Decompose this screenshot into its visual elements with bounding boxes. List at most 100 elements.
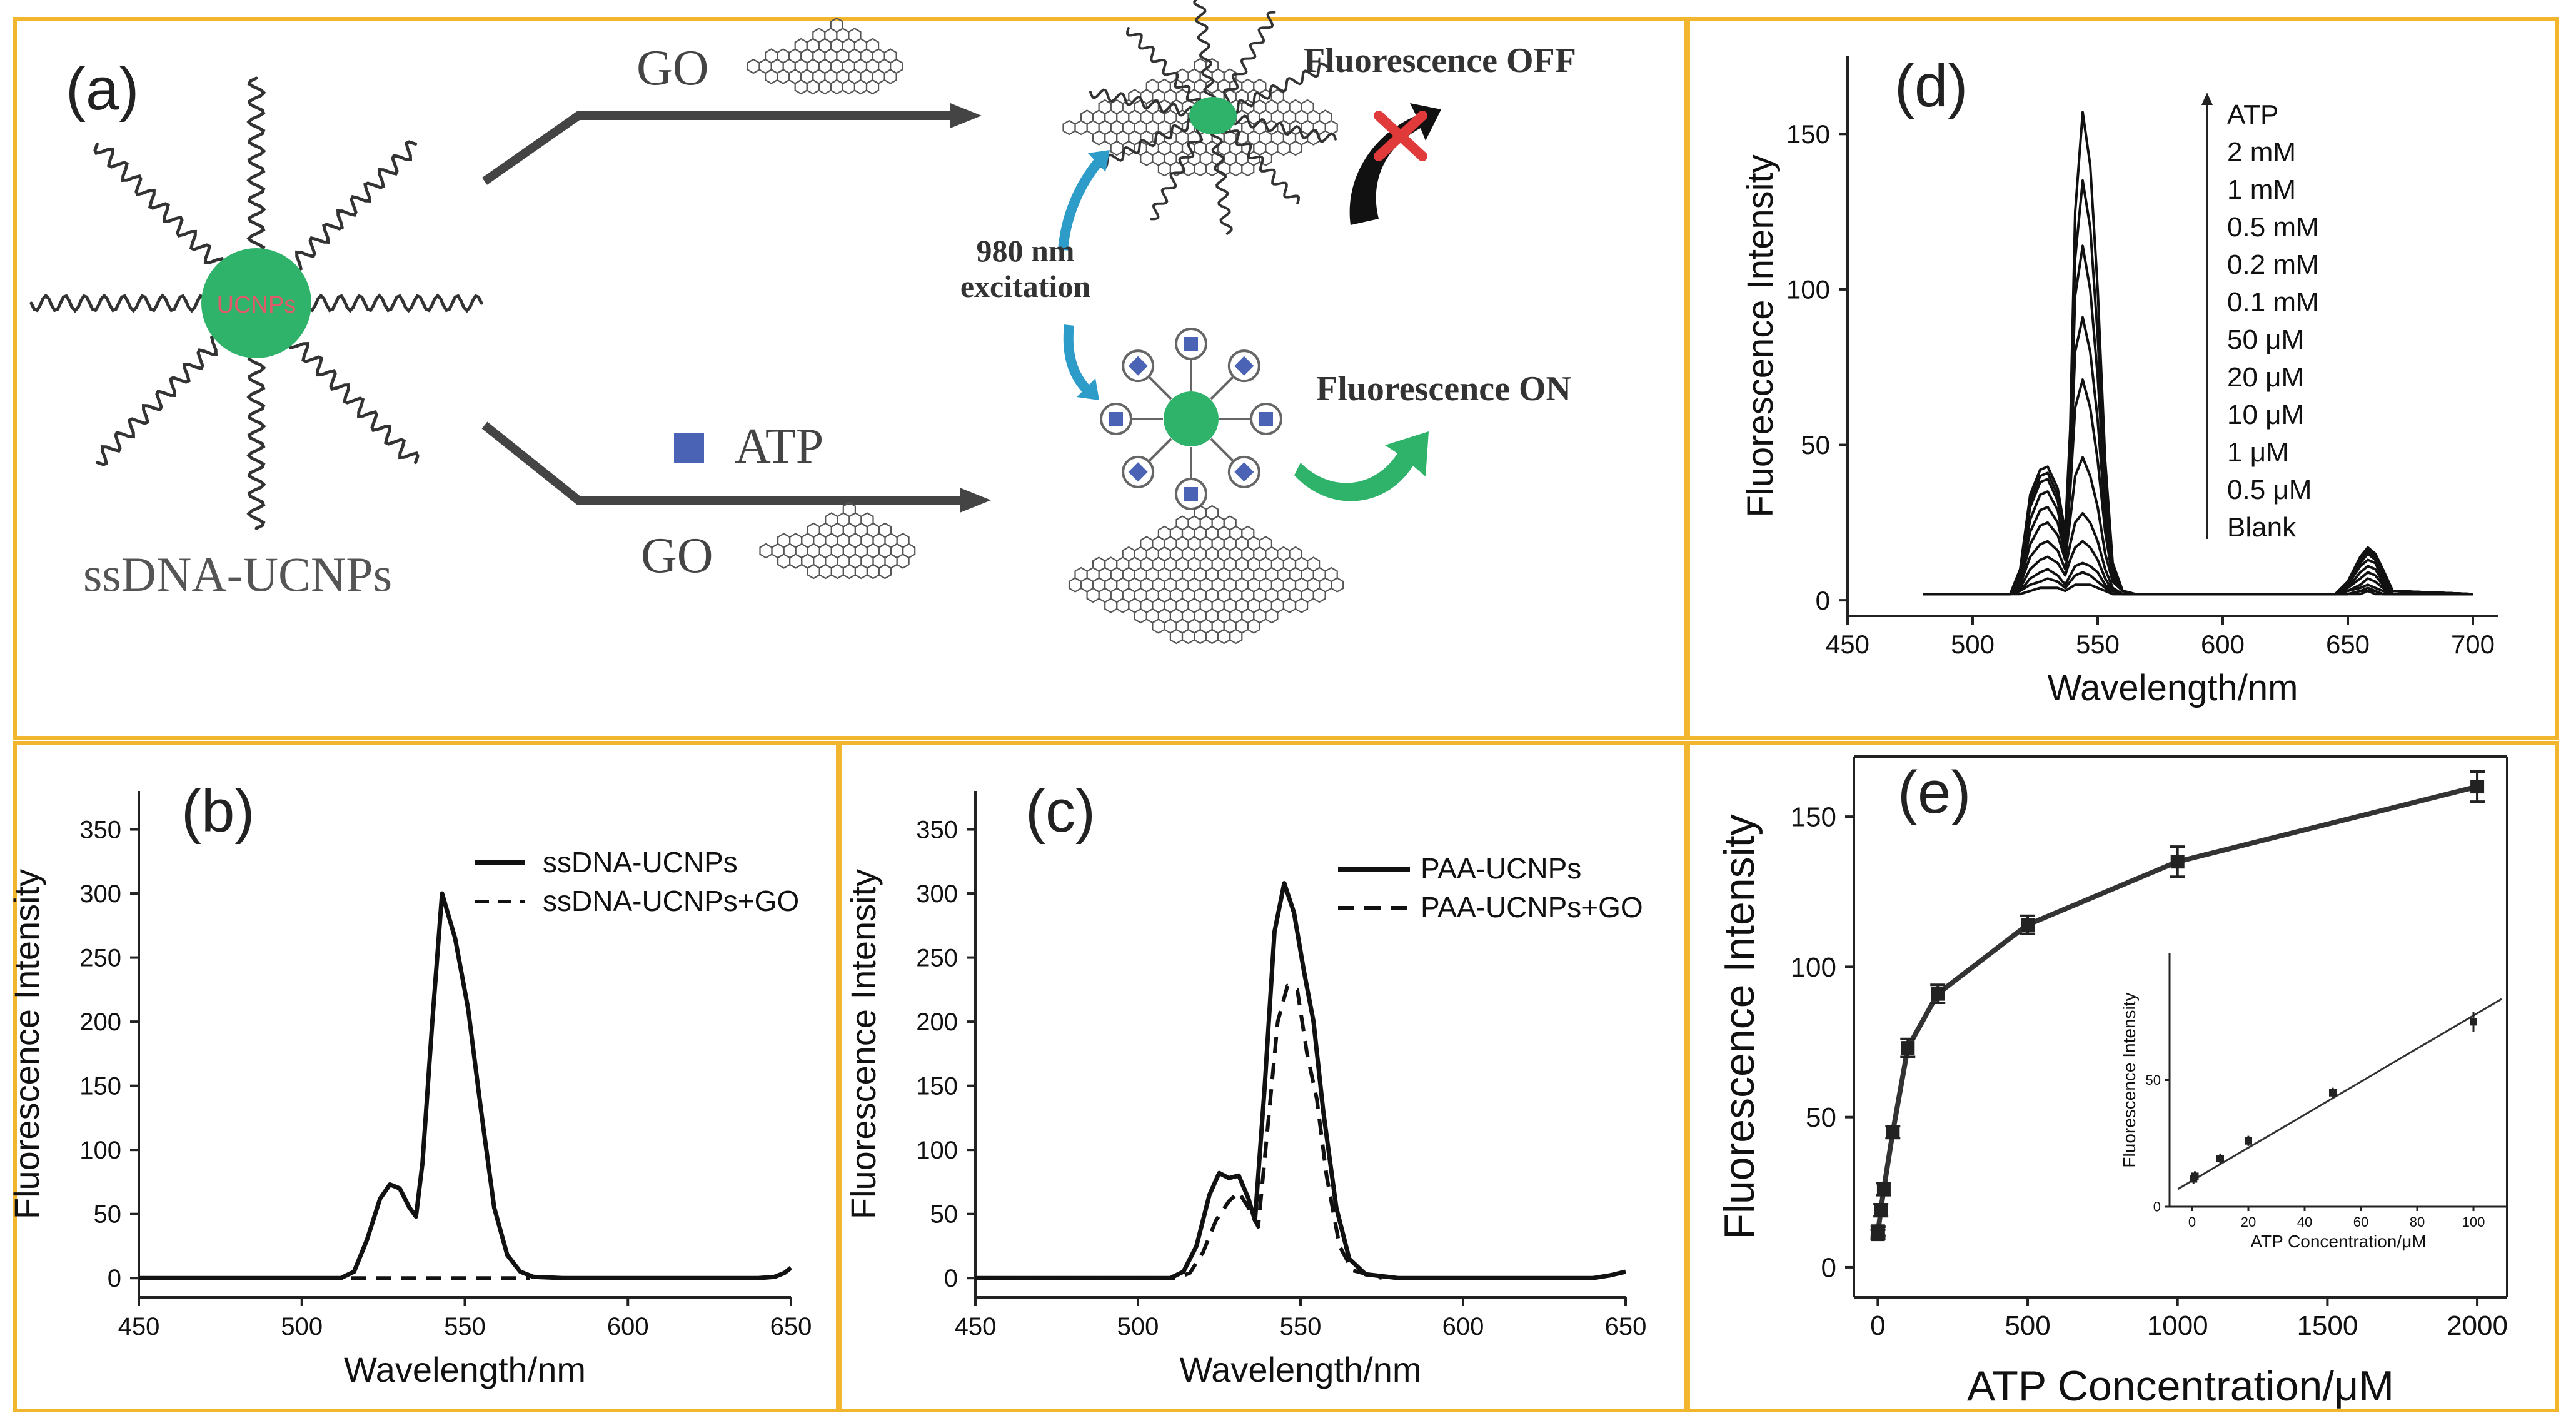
y-tick-label: 350: [79, 817, 121, 844]
inset-fit-line: [2177, 998, 2502, 1190]
wrapped-strand: [1125, 27, 1203, 108]
y-tick-label: 150: [79, 1073, 121, 1100]
legend-b-entry-1: ssDNA-UCNPs: [543, 846, 738, 878]
x-tick-label: 600: [607, 1313, 649, 1340]
go-free-hex: [1247, 618, 1260, 634]
atp-bound-icon: [1109, 412, 1123, 426]
y-axis-label: Fluorescence Intensity: [7, 869, 46, 1219]
y-tick-label: 300: [79, 880, 121, 908]
y-tick-label: 150: [1791, 802, 1836, 833]
ssdna-strand: [246, 351, 266, 530]
data-point: [1871, 1224, 1885, 1239]
go-top-hex: [883, 69, 897, 84]
inset-data-point: [2191, 1172, 2199, 1180]
x-tick-label: 2000: [2447, 1310, 2508, 1341]
excitation-label-line2: excitation: [960, 269, 1090, 304]
panel-e-label: (e): [1898, 759, 1971, 826]
inset-data-point: [2245, 1137, 2252, 1145]
x-tick-label: 40: [2297, 1214, 2312, 1230]
x-tick-label: 650: [1605, 1313, 1647, 1340]
y-tick-label: 200: [79, 1008, 121, 1036]
panel-c-label: (c): [1025, 778, 1095, 845]
x-tick-label: 550: [1280, 1313, 1322, 1340]
fluorescence-off-label: Fluorescence OFF: [1304, 41, 1576, 80]
wrapped-strand: [1230, 114, 1337, 143]
atp-bound-icon: [1234, 462, 1254, 482]
go-free-hex: [1294, 598, 1309, 613]
frame-panel-e: [1686, 741, 2559, 1412]
atp-bound-icon: [1259, 412, 1273, 426]
y-axis-label: Fluorescence Intensity: [1740, 154, 1781, 517]
legend-d-entry: Blank: [2227, 512, 2297, 543]
go-off-hex: [1259, 151, 1273, 166]
go-off-hex: [1289, 140, 1302, 156]
excitation-arrow-down-icon: [1063, 324, 1099, 400]
frame-panel-a: [13, 17, 1688, 740]
series-line-paa-ucnps-go: [975, 983, 1382, 1280]
data-point: [1931, 987, 1945, 1001]
ssdna-strand: [288, 337, 420, 465]
y-tick-label: 100: [1791, 952, 1836, 983]
panel-b-label: (b): [181, 778, 254, 845]
legend-c: PAA-UCNPs PAA-UCNPs+GO: [1338, 852, 1643, 923]
legend-c-entry-2: PAA-UCNPs+GO: [1421, 891, 1643, 923]
wrapped-strand: [1193, 0, 1217, 105]
spectrum-line-0-5-mm: [1923, 244, 2473, 596]
x-axis-label: ATP Concentration/μM: [2250, 1232, 2426, 1251]
legend-b: ssDNA-UCNPs ssDNA-UCNPs+GO: [475, 846, 799, 917]
x-tick-label: 450: [1826, 630, 1869, 659]
wrapped-strand: [1209, 126, 1233, 235]
spectrum-line-2-mm: [1923, 111, 2473, 596]
panel-c-chart: (c) 450 500 550 600 650 0 50 100 150 200 250 300 350…: [843, 778, 1646, 1389]
legend-d-entry: 0.2 mM: [2227, 249, 2319, 280]
y-tick-label: 100: [79, 1137, 121, 1164]
legend-d-entry: ATP: [2227, 99, 2278, 130]
go-label-top: GO: [636, 41, 709, 96]
y-tick-label: 100: [916, 1137, 958, 1164]
legend-d-entry: 0.1 mM: [2227, 287, 2319, 318]
go-free-hex: [1229, 628, 1243, 645]
ssdna-strand: [95, 334, 223, 466]
y-tick-label: 50: [94, 1201, 122, 1229]
fluorescence-on-arrow-icon: [1294, 431, 1429, 501]
inset-data-point: [2470, 1018, 2477, 1026]
x-axis-label: ATP Concentration/μM: [1967, 1362, 2394, 1410]
y-tick-label: 50: [2146, 1072, 2161, 1088]
data-point: [2170, 855, 2185, 869]
x-tick-label: 500: [1951, 630, 1995, 659]
go-off-hex: [1241, 161, 1255, 177]
x-tick-label: 500: [1117, 1313, 1159, 1340]
data-point: [1901, 1041, 1915, 1055]
x-tick-label: 20: [2241, 1214, 2256, 1230]
x-axis-label: Wavelength/nm: [344, 1350, 586, 1389]
atp-bound-ucnp: [1100, 328, 1282, 510]
x-tick-label: 500: [281, 1313, 323, 1340]
atp-label: ATP: [735, 419, 823, 474]
atp-bound-icon: [1128, 462, 1148, 482]
data-point: [2470, 780, 2485, 794]
spectrum-line-50-m: [1923, 456, 2473, 596]
x-tick-label: 450: [118, 1313, 160, 1340]
active-ucnp: [1164, 391, 1219, 446]
x-tick-label: 80: [2410, 1214, 2425, 1230]
y-tick-label: 0: [2153, 1199, 2161, 1215]
y-tick-label: 200: [916, 1008, 958, 1036]
legend-d-entry: 0.5 mM: [2227, 212, 2319, 243]
x-axis-label: Wavelength/nm: [2048, 668, 2298, 708]
frame-panel-c: [838, 741, 1688, 1412]
panel-a-label: (a): [66, 56, 139, 123]
x-tick-label: 550: [444, 1313, 486, 1340]
go-free-hex: [1331, 577, 1344, 593]
y-tick-label: 100: [1786, 275, 1830, 304]
series-line-ssdna-ucnps: [139, 891, 793, 1280]
y-tick-label: 50: [1806, 1102, 1836, 1133]
panel-a-schematic: (a) UCNPs ssDNA-UCNPs GO ATP GO Fluoresc…: [29, 0, 1576, 645]
go-top-hex: [865, 79, 880, 95]
x-tick-label: 0: [2188, 1214, 2196, 1230]
ssdna-strand: [29, 293, 208, 313]
legend-c-entry-1: PAA-UCNPs: [1421, 852, 1581, 885]
data-point: [1874, 1203, 1888, 1217]
spectrum-line-blank: [1923, 583, 2473, 596]
